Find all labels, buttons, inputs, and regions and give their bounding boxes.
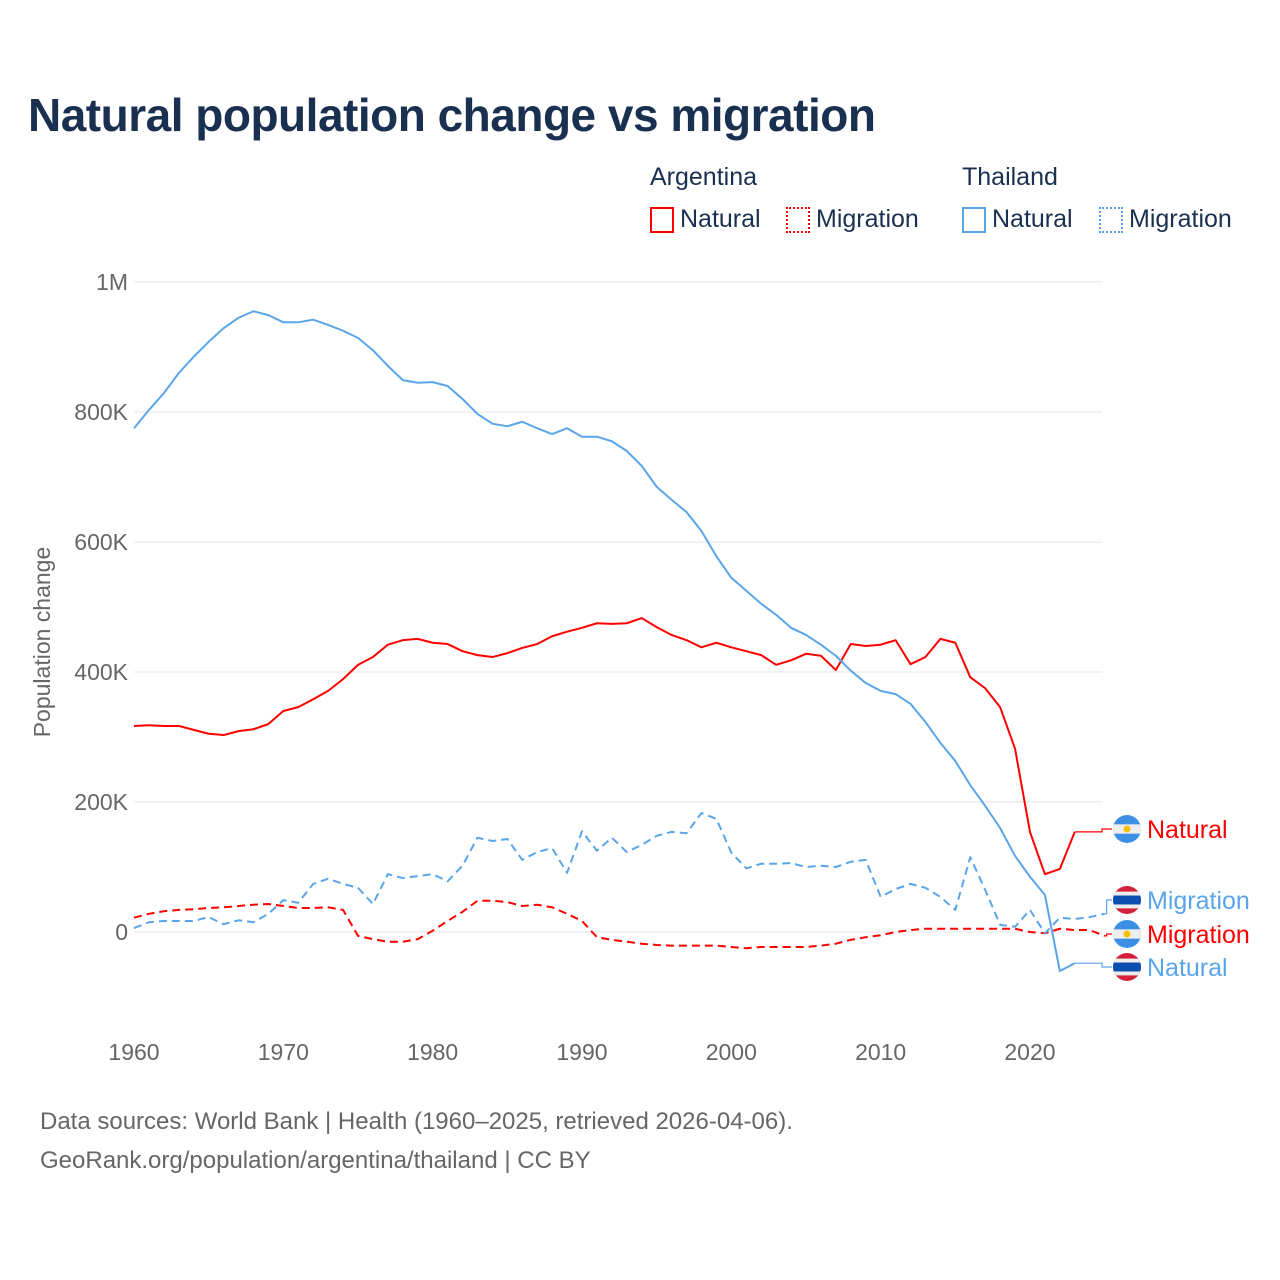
end-label-connector [1104,933,1112,937]
end-label: Natural [1147,816,1228,844]
x-tick-label: 2020 [1004,1039,1055,1065]
end-label: Migration [1147,887,1250,915]
y-tick-label: 600K [74,529,128,555]
legend-swatch-solid [962,206,986,233]
end-label: Natural [1147,954,1228,982]
legend-item-argentina-migration[interactable]: Migration [786,205,919,234]
legend-item-thailand-migration[interactable]: Migration [1099,205,1232,234]
legend-item-thailand-natural[interactable]: Natural [962,205,1073,234]
y-tick-label: 400K [74,659,128,685]
legend-label: Migration [816,205,919,233]
y-tick-label: 200K [74,789,128,815]
series-line-argentina-migration [133,899,1106,950]
legend-label: Natural [992,205,1073,233]
legend-label: Migration [1129,205,1232,233]
legend-group-argentina: Argentina [650,163,758,191]
argentina-flag-icon [1113,920,1141,948]
x-tick-label: 1980 [407,1039,458,1065]
end-label: Migration [1147,921,1250,949]
series-line-thailand-migration [133,812,1105,935]
source-url[interactable]: GeoRank.org/population/argentina/thailan… [40,1147,591,1174]
legend-swatch-solid [650,206,674,233]
thailand-flag-icon [1113,886,1141,914]
legend-swatch-dotted [1099,206,1123,233]
legend-swatch-dotted [786,206,810,233]
end-label-connector [1074,962,1112,968]
end-label-connector [1104,899,1112,915]
x-tick-label: 1960 [108,1039,159,1065]
thailand-flag-icon [1113,953,1141,981]
y-tick-label: 1M [96,269,128,295]
end-label-connector [1074,828,1112,833]
x-tick-label: 2010 [855,1039,906,1065]
legend-group-thailand: Thailand [962,163,1058,191]
x-tick-label: 2000 [706,1039,757,1065]
y-axis-label: Population change [29,547,55,738]
source-line: Data sources: World Bank | Health (1960–… [40,1108,793,1135]
legend-label: Natural [680,205,761,233]
y-tick-label: 800K [74,399,128,425]
chart-title: Natural population change vs migration [28,89,876,141]
x-tick-label: 1990 [556,1039,607,1065]
argentina-flag-icon [1113,815,1141,843]
y-tick-label: 0 [115,919,128,945]
series-line-argentina-natural [133,617,1076,876]
legend-item-argentina-natural[interactable]: Natural [650,205,761,234]
series-line-thailand-natural [133,310,1076,972]
x-tick-label: 1970 [258,1039,309,1065]
